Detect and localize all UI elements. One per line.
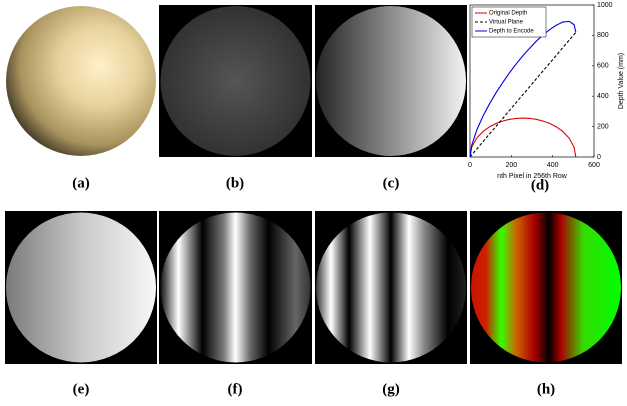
sphere — [161, 6, 311, 156]
panel-label: (b) — [226, 175, 244, 191]
x-axis-label: nth Pixel in 256th Row — [497, 173, 568, 180]
figure: (a) (b) (c) (d) (e) (f) (g) (h) nth Pixe… — [0, 0, 627, 406]
legend-label: Virtual Plane — [489, 20, 524, 26]
sphere — [6, 6, 156, 156]
x-tick-label: 200 — [505, 162, 517, 169]
panel-b — [159, 5, 312, 157]
panel-label: (h) — [537, 381, 555, 397]
sphere — [316, 6, 466, 156]
x-tick-label: 600 — [588, 162, 600, 169]
sphere — [161, 213, 311, 363]
panel-label: (a) — [72, 175, 90, 191]
y-tick-label: 1000 — [597, 2, 613, 9]
panel-f — [159, 211, 312, 364]
y-tick-label: 0 — [597, 154, 601, 161]
panel-label: (e) — [73, 381, 90, 397]
y-tick-label: 600 — [597, 63, 609, 70]
y-axis-label: Depth Value (mm) — [618, 53, 625, 109]
x-tick-label: 400 — [547, 162, 559, 169]
legend-label: Original Depth — [489, 11, 527, 17]
panel-a — [6, 6, 156, 156]
panel-g — [315, 211, 467, 364]
x-tick-label: 0 — [468, 162, 472, 169]
sphere — [6, 213, 156, 363]
sphere — [471, 213, 621, 363]
panel-label: (f) — [228, 381, 243, 397]
panel-label: (c) — [383, 175, 400, 191]
y-tick-label: 200 — [597, 123, 609, 130]
sphere — [316, 213, 466, 363]
chart: nth Pixel in 256th Row Depth Value (mm) … — [468, 2, 625, 180]
panel-e — [5, 211, 157, 364]
panel-c — [315, 5, 467, 157]
panel-label: (g) — [382, 381, 400, 397]
y-tick-label: 400 — [597, 93, 609, 100]
panel-h — [470, 211, 622, 364]
legend-label: Depth to Encode — [489, 29, 534, 35]
y-tick-label: 800 — [597, 32, 609, 39]
